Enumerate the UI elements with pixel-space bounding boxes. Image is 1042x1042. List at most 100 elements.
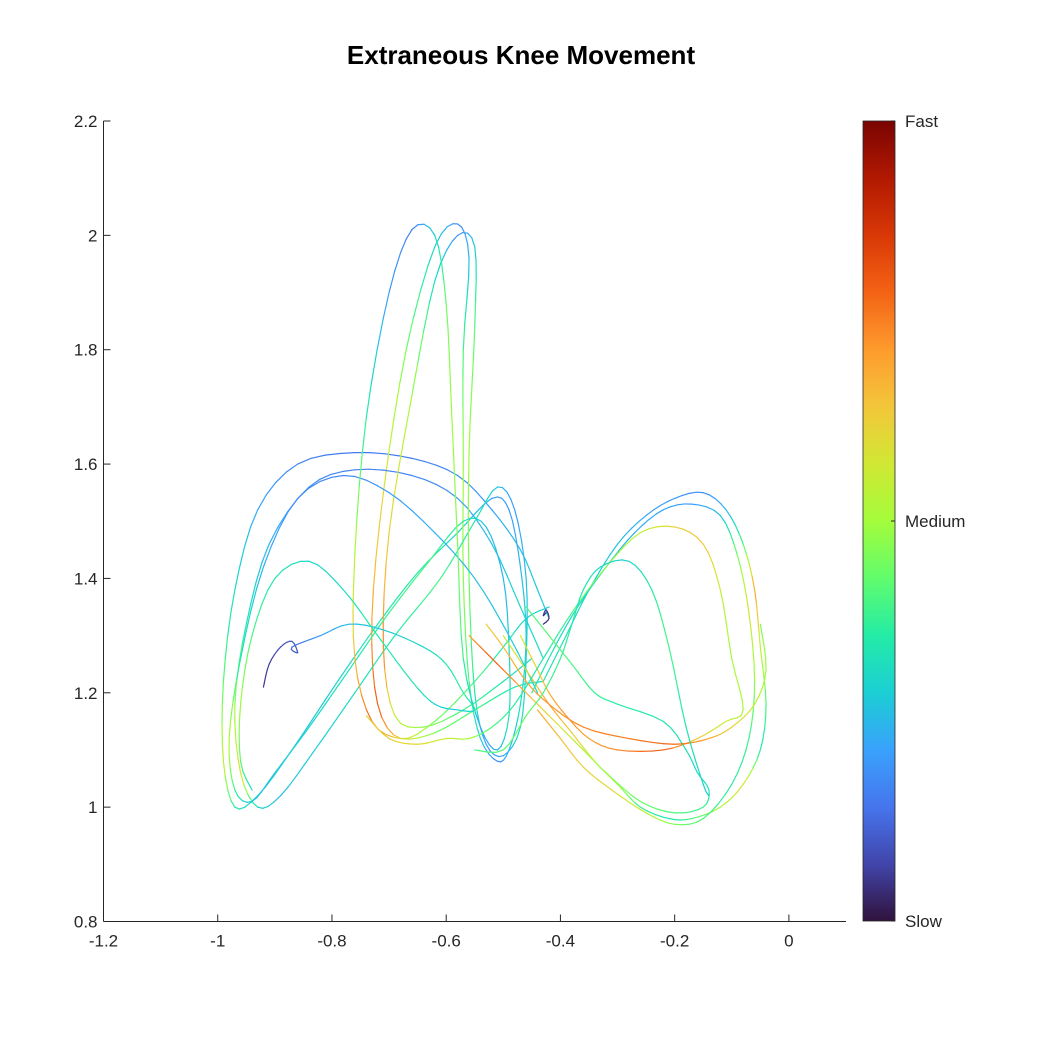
- series-segment: [471, 354, 475, 388]
- series-segment: [594, 761, 601, 768]
- series-segment: [457, 497, 468, 509]
- colorbar-label-slow: Slow: [905, 912, 943, 931]
- series-line: [228, 223, 544, 803]
- series-segment: [437, 541, 449, 553]
- series-segment: [535, 657, 544, 672]
- series-segment: [542, 684, 549, 694]
- series-segment: [571, 663, 579, 673]
- series-line: [485, 623, 767, 745]
- series-segment: [372, 666, 376, 688]
- series-segment: [497, 745, 502, 751]
- series-segment: [367, 623, 379, 639]
- series-segment: [521, 688, 532, 699]
- series-segment: [262, 682, 265, 688]
- series-segment: [691, 816, 700, 820]
- series-segment: [526, 657, 533, 664]
- series-segment: [457, 223, 463, 228]
- series-segment: [282, 641, 288, 646]
- series-segment: [750, 710, 754, 726]
- series-segment: [467, 243, 470, 259]
- series-segment: [508, 740, 513, 751]
- plot-area: [103, 121, 846, 922]
- series-segment: [738, 687, 743, 701]
- series-segment: [356, 623, 367, 626]
- series-segment: [385, 532, 390, 565]
- series-segment: [313, 697, 327, 717]
- series-segment: [688, 821, 697, 825]
- series-segment: [265, 482, 277, 496]
- series-segment: [251, 796, 258, 803]
- series-segment: [514, 623, 522, 632]
- x-axis-ticks: -1.2 -1 -0.8 -0.6 -0.4 -0.2 0: [89, 914, 794, 951]
- series-segment: [681, 492, 690, 497]
- series-segment: [596, 566, 607, 579]
- series-segment: [357, 677, 363, 696]
- series-segment: [287, 775, 298, 788]
- series-segment: [494, 690, 507, 699]
- series-segment: [619, 795, 630, 803]
- series-segment: [664, 629, 670, 648]
- trajectory-series: [221, 223, 767, 826]
- series-segment: [748, 612, 752, 630]
- series-segment: [553, 730, 562, 740]
- colorbar-label-fast: Fast: [905, 112, 938, 131]
- series-segment: [589, 772, 598, 780]
- series-segment: [708, 735, 717, 740]
- series-segment: [438, 737, 447, 741]
- series-segment: [520, 682, 530, 695]
- series-segment: [582, 582, 588, 591]
- series-segment: [554, 636, 561, 648]
- series-segment: [495, 548, 501, 564]
- series-segment: [463, 605, 467, 635]
- series-segment: [563, 612, 573, 625]
- series-segment: [352, 635, 356, 660]
- series-segment: [374, 686, 379, 705]
- series-segment: [368, 626, 380, 642]
- series-segment: [725, 796, 734, 804]
- series-segment: [417, 561, 429, 574]
- series-segment: [576, 600, 584, 614]
- series-segment: [603, 783, 613, 791]
- series-segment: [548, 715, 559, 726]
- series-segment: [297, 487, 309, 499]
- series-segment: [702, 543, 710, 554]
- series-segment: [554, 642, 562, 651]
- series-segment: [492, 632, 499, 641]
- series-segment: [377, 610, 389, 625]
- series-segment: [652, 504, 661, 511]
- series-segment: [375, 726, 384, 735]
- series-segment: [417, 688, 425, 696]
- series-segment: [413, 641, 424, 648]
- series-segment: [474, 509, 482, 522]
- series-segment: [376, 318, 384, 352]
- series-segment: [514, 717, 519, 732]
- series-segment: [423, 223, 431, 229]
- series-segment: [328, 683, 340, 700]
- series-segment: [531, 610, 540, 615]
- series-segment: [520, 715, 527, 725]
- series-segment: [238, 748, 242, 763]
- series-segment: [388, 598, 400, 614]
- series-segment: [672, 665, 679, 688]
- series-segment: [486, 490, 494, 500]
- series-segment: [411, 510, 425, 523]
- series-segment: [613, 779, 624, 789]
- series-segment: [570, 752, 578, 761]
- series-segment: [725, 718, 733, 722]
- series-segment: [411, 474, 426, 481]
- series-segment: [222, 760, 226, 778]
- series-segment: [752, 696, 755, 712]
- series-segment: [688, 491, 698, 494]
- series-segment: [382, 593, 385, 623]
- series-segment: [544, 606, 550, 610]
- series-segment: [423, 478, 437, 486]
- series-segment: [325, 680, 339, 699]
- series-segment: [529, 611, 537, 621]
- series-segment: [369, 719, 377, 728]
- series-segment: [474, 733, 482, 738]
- series-segment: [753, 664, 756, 682]
- series-segment: [690, 809, 699, 813]
- series-segment: [388, 498, 395, 534]
- series-segment: [355, 487, 360, 524]
- series-segment: [542, 627, 550, 637]
